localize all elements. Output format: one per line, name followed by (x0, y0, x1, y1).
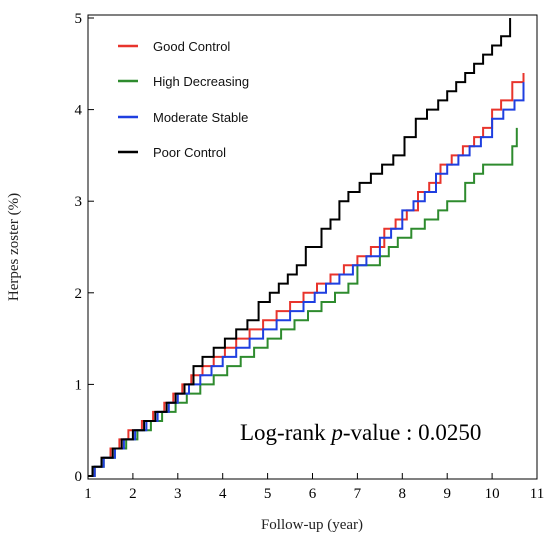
y-tick-label: 1 (75, 377, 83, 393)
y-tick-label: 4 (75, 103, 83, 119)
x-tick-label: 2 (129, 486, 137, 502)
series-line-good-control (88, 73, 525, 477)
legend: Good Control High Decreasing Moderate Stab… (118, 39, 249, 160)
x-axis-ticks: 1 2 3 4 5 6 7 8 9 10 11 (84, 473, 544, 502)
series-line-poor-control (88, 18, 512, 477)
legend-label-good-control: Good Control (153, 39, 230, 54)
legend-label-high-decreasing: High Decreasing (153, 74, 249, 89)
annotation-prefix: Log-rank (240, 420, 331, 445)
x-tick-label: 4 (219, 486, 227, 502)
y-axis-ticks: 0 1 2 3 4 5 (75, 11, 94, 485)
legend-label-poor-control: Poor Control (153, 145, 226, 160)
y-axis-title: Herpes zoster (%) (6, 193, 22, 301)
x-tick-label: 10 (485, 486, 500, 502)
x-tick-label: 1 (84, 486, 92, 502)
y-tick-label: 0 (75, 469, 83, 485)
x-axis-title: Follow-up (year) (261, 517, 363, 533)
x-tick-label: 5 (264, 486, 272, 502)
legend-label-moderate-stable: Moderate Stable (153, 110, 248, 125)
log-rank-annotation: Log-rank p-value : 0.0250 (240, 420, 481, 445)
series-line-high-decreasing (88, 127, 518, 477)
x-tick-label: 6 (309, 486, 317, 502)
x-tick-label: 8 (399, 486, 407, 502)
x-tick-label: 7 (354, 486, 362, 502)
y-tick-label: 3 (75, 194, 83, 210)
annotation-suffix: -value : 0.0250 (343, 420, 482, 445)
x-tick-label: 11 (530, 486, 544, 502)
series-lines (88, 18, 525, 477)
x-tick-label: 3 (174, 486, 182, 502)
x-tick-label: 9 (443, 486, 451, 502)
y-tick-label: 5 (75, 11, 83, 27)
annotation-p: p (329, 420, 343, 445)
y-tick-label: 2 (75, 286, 83, 302)
